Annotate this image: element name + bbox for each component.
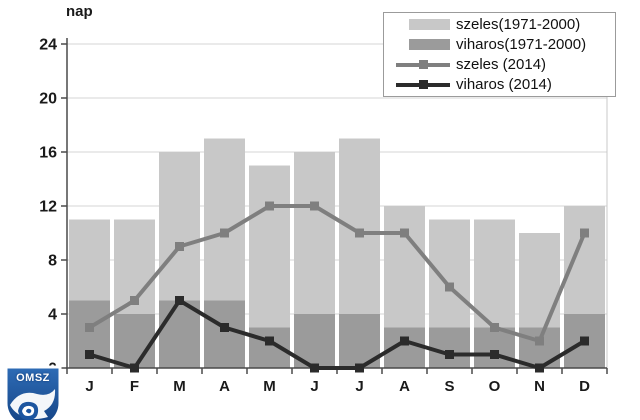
x-label-M2: M <box>173 378 186 395</box>
x-label-J6: J <box>355 378 363 395</box>
marker-viharos--2014--N10 <box>535 363 544 373</box>
legend-swatch-viharos-2014 <box>396 79 450 90</box>
x-label-A7: A <box>399 378 410 395</box>
x-label-J0: J <box>85 378 93 395</box>
marker-szeles--2014--A3 <box>220 228 229 238</box>
legend-swatch-szeles-2014 <box>396 59 450 70</box>
omsz-logo-text: OMSZ <box>16 372 50 384</box>
x-label-D11: D <box>579 378 590 395</box>
marker-viharos--2014--O9 <box>490 350 499 359</box>
omsz-logo: OMSZ <box>4 365 62 420</box>
x-label-O9: O <box>489 378 501 395</box>
legend-label: szeles(1971-2000) <box>456 16 581 34</box>
bar-viharos------------S8 <box>429 327 470 368</box>
legend-swatch-viharos-normal <box>409 39 450 51</box>
marker-viharos--2014--M2 <box>175 296 184 305</box>
marker-viharos--2014--J0 <box>85 350 94 359</box>
marker-viharos--2014--M4 <box>265 336 274 346</box>
marker-szeles--2014--M2 <box>175 242 184 251</box>
marker-szeles--2014--J5 <box>310 201 319 211</box>
y-tick-label-20: 20 <box>39 91 57 108</box>
marker-szeles--2014--N10 <box>535 336 544 346</box>
marker-viharos--2014--J6 <box>355 363 364 373</box>
marker-szeles--2014--O9 <box>490 323 499 332</box>
legend-item-szeles-normal: szeles(1971-2000) <box>384 15 615 35</box>
y-axis-title: nap <box>66 3 93 20</box>
y-tick-label-8: 8 <box>48 253 57 270</box>
marker-viharos--2014--A7 <box>400 336 409 346</box>
marker-szeles--2014--S8 <box>445 282 454 292</box>
marker-szeles--2014--A7 <box>400 228 409 238</box>
bar-viharos------------F1 <box>114 314 155 368</box>
omsz-shield-icon <box>4 365 62 420</box>
legend-label: viharos(1971-2000) <box>456 36 587 54</box>
x-label-J5: J <box>310 378 318 395</box>
line-viharos--2014- <box>88 298 586 370</box>
line-szeles--2014- <box>88 204 587 343</box>
marker-szeles--2014--J0 <box>85 323 94 332</box>
legend-label: szeles (2014) <box>456 55 547 73</box>
x-label-A3: A <box>219 378 230 395</box>
marker-viharos--2014--D11 <box>580 336 589 346</box>
marker-szeles--2014--F1 <box>130 296 139 305</box>
bar-viharos------------M2 <box>159 300 200 368</box>
x-label-N10: N <box>534 378 545 395</box>
x-label-F1: F <box>130 378 139 395</box>
marker-viharos--2014--A3 <box>220 323 229 332</box>
y-tick-label-4: 4 <box>48 307 57 324</box>
marker-szeles--2014--M4 <box>265 201 274 211</box>
legend-item-viharos-normal: viharos(1971-2000) <box>384 35 615 55</box>
bar-viharos------------A3 <box>204 300 245 368</box>
marker-szeles--2014--D11 <box>580 228 589 238</box>
marker-viharos--2014--J5 <box>310 363 319 373</box>
marker-szeles--2014--J6 <box>355 228 364 238</box>
marker-viharos--2014--S8 <box>445 350 454 359</box>
legend-item-viharos-2014: viharos (2014) <box>384 74 615 94</box>
x-label-M4: M <box>263 378 276 395</box>
y-tick-label-16: 16 <box>39 145 57 162</box>
legend: szeles(1971-2000) viharos(1971-2000) sze… <box>383 12 616 97</box>
legend-swatch-szeles-normal <box>409 19 450 31</box>
y-tick-label-24: 24 <box>39 37 57 54</box>
bar-viharos------------O9 <box>474 327 515 368</box>
y-tick-label-12: 12 <box>39 199 57 216</box>
legend-item-szeles-2014: szeles (2014) <box>384 55 615 75</box>
x-label-S8: S <box>444 378 454 395</box>
legend-label: viharos (2014) <box>456 75 552 93</box>
marker-viharos--2014--F1 <box>130 363 139 373</box>
